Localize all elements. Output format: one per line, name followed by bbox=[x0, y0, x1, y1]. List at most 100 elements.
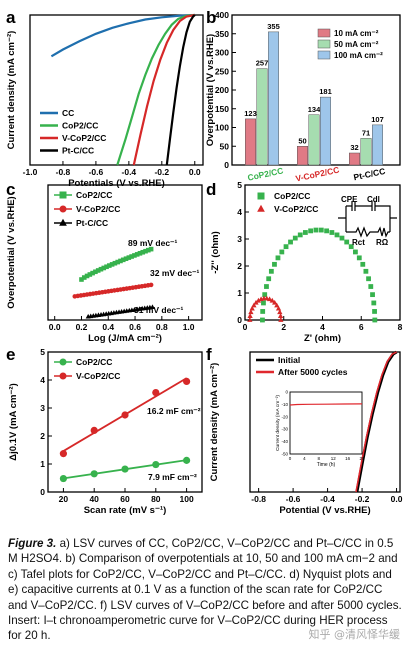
panel-d-point-0-21 bbox=[339, 235, 345, 241]
panel-d-point-0-9 bbox=[279, 249, 285, 255]
panel-e-point-1-3 bbox=[152, 389, 160, 397]
panel-c-point-0-5 bbox=[93, 269, 98, 275]
panel-e-ytick-label: 0 bbox=[40, 487, 45, 497]
panel-b-ytick-label: 0 bbox=[224, 160, 229, 170]
panel-a-legend-0-label: CC bbox=[62, 108, 74, 118]
panel-d-xtick-label: 6 bbox=[359, 322, 364, 332]
panel-f-inset-xtick: 16 bbox=[345, 456, 351, 461]
panel-b-bar-2-1 bbox=[320, 96, 331, 166]
panel-f-inset-xtick: 20 bbox=[359, 456, 365, 461]
panel-c-point-0-15 bbox=[120, 257, 126, 263]
panel-d-point-0-18 bbox=[324, 228, 330, 234]
panel-d-ytick-label: 1 bbox=[237, 288, 242, 298]
panel-c-point-0-0 bbox=[79, 277, 84, 282]
panel-f-xtick-label: -0.4 bbox=[320, 494, 335, 504]
panel-c-point-0-11 bbox=[109, 262, 115, 267]
panel-b-bar-label-1-1: 134 bbox=[308, 105, 321, 114]
panel-e-ytick-label: 1 bbox=[40, 459, 45, 469]
panel-d-point-0-6 bbox=[268, 268, 274, 274]
panel-d-point-1-11 bbox=[269, 297, 275, 303]
panel-a-xtick-label: 0.0 bbox=[189, 167, 201, 177]
panel-e-point-0-1 bbox=[90, 470, 98, 478]
panel-c-xtick-label: 1.0 bbox=[183, 322, 195, 332]
panel-d-xtick-label: 0 bbox=[243, 322, 248, 332]
panel-a-series-CoP2/CC bbox=[116, 13, 195, 166]
panel-b-bar-2-2 bbox=[372, 124, 383, 166]
panel-c-point-0-17 bbox=[126, 255, 132, 260]
panel-d-point-1-2 bbox=[248, 309, 254, 315]
panel-e-ytick-label: 2 bbox=[40, 431, 45, 441]
panel-e-legend-1-swatch-marker bbox=[59, 372, 67, 380]
panel-b-bar-1-2 bbox=[360, 138, 372, 166]
panel-e-xtick-label: 20 bbox=[59, 494, 69, 504]
panel-d-point-0-1 bbox=[260, 309, 266, 314]
panel-d-point-0-0 bbox=[260, 317, 265, 323]
panel-b-bar-label-2-0: 355 bbox=[267, 22, 280, 31]
panel-e-point-1-4 bbox=[183, 377, 191, 385]
panel-c-point-0-20 bbox=[134, 252, 140, 257]
panel-d-circuit-label-cdl: Cdl bbox=[367, 195, 380, 204]
panel-a-series-V-CoP2/CC bbox=[132, 13, 195, 166]
panel-d-ylabel: -Z'' (ohm) bbox=[210, 231, 221, 274]
panel-c-legend-0-swatch-marker bbox=[59, 191, 67, 199]
panel-b-bar-label-2-2: 107 bbox=[371, 115, 384, 124]
panel-c-legend-1-label: V-CoP2/CC bbox=[76, 204, 120, 214]
panel-d-point-0-25 bbox=[356, 255, 362, 261]
panel-d-point-0-5 bbox=[266, 276, 272, 282]
panel-b-legend-swatch-1 bbox=[317, 39, 331, 49]
panel-c-slope-0: 89 mV dec⁻¹ bbox=[128, 238, 178, 248]
panel-c-point-0-21 bbox=[137, 251, 143, 256]
panel-b-ytick-label: 50 bbox=[220, 141, 230, 151]
panel-d-point-1-12 bbox=[272, 299, 278, 305]
panel-letter-a: a bbox=[6, 8, 16, 27]
panel-d-point-0-7 bbox=[272, 261, 277, 267]
panel-d-ytick-label: 0 bbox=[237, 315, 242, 325]
panel-b-legend-label-0: 10 mA cm⁻² bbox=[334, 29, 379, 38]
panel-e-legend-1-label: V-CoP2/CC bbox=[76, 371, 120, 381]
panel-c-point-2-25 bbox=[149, 304, 155, 310]
panel-e-point-0-4 bbox=[183, 456, 191, 464]
panel-c-point-0-9 bbox=[104, 264, 109, 270]
panel-c-point-0-7 bbox=[98, 266, 104, 272]
panel-b-ytick-label: 100 bbox=[215, 123, 229, 133]
panel-a-xtick-label: -0.8 bbox=[56, 167, 71, 177]
panel-d-circuit-icon: CPE Cdl Rct RΩ bbox=[338, 195, 397, 247]
panel-d-point-1-14 bbox=[275, 305, 282, 311]
panel-c-point-0-19 bbox=[132, 253, 137, 258]
panel-f-legend-1-label: After 5000 cycles bbox=[278, 367, 348, 377]
panel-b-ytick-label: 300 bbox=[215, 48, 229, 58]
panel-a-xtick-label: -1.0 bbox=[23, 167, 38, 177]
panel-d-xtick-label: 2 bbox=[281, 322, 286, 332]
panel-f-inset-xtick: 8 bbox=[318, 456, 321, 461]
panel-letter-c: c bbox=[6, 180, 15, 199]
panel-b-category-2: Pt-C/CC bbox=[353, 166, 386, 182]
panel-d-xtick-label: 4 bbox=[320, 322, 325, 332]
panel-c-point-0-8 bbox=[101, 265, 107, 271]
panel-c-point-0-16 bbox=[123, 256, 129, 262]
panel-f-inset-ytick: -20 bbox=[281, 414, 288, 419]
panel-d-point-0-19 bbox=[329, 230, 335, 235]
panel-f-inset-xtick: 4 bbox=[303, 456, 306, 461]
panel-c-xtick-label: 0.6 bbox=[129, 322, 141, 332]
panel-d-legend-0-label: CoP2/CC bbox=[274, 191, 310, 201]
panel-c-slope-2: 31 mV dec⁻¹ bbox=[134, 305, 184, 315]
panel-d-point-0-17 bbox=[318, 227, 324, 233]
panel-d-point-1-15 bbox=[277, 309, 283, 315]
panel-d-point-1-6 bbox=[255, 297, 262, 303]
panel-d-point-0-31 bbox=[371, 300, 377, 306]
panel-d-point-0-27 bbox=[363, 268, 369, 274]
panel-b-bar-1-1 bbox=[308, 114, 320, 166]
panel-b-bar-label-0-2: 32 bbox=[350, 143, 358, 152]
panel-c-point-0-4 bbox=[90, 270, 95, 276]
panel-d-point-0-32 bbox=[372, 309, 377, 314]
panel-d-ytick-label: 5 bbox=[237, 180, 242, 190]
panel-d-ytick-label: 3 bbox=[237, 234, 242, 244]
panel-d-circuit-label-rohm: RΩ bbox=[376, 238, 389, 247]
watermark: 知乎 @清风怿华缓 bbox=[308, 628, 401, 641]
panel-f-inset-ytick: -50 bbox=[281, 452, 288, 457]
panel-e-ylabel: Δj0.1V (mA cm⁻²) bbox=[8, 383, 19, 460]
panel-d-point-0-13 bbox=[297, 232, 303, 238]
panel-d-point-1-4 bbox=[251, 302, 257, 308]
panel-d-point-1-16 bbox=[277, 313, 284, 318]
panel-d-point-0-30 bbox=[370, 292, 375, 298]
